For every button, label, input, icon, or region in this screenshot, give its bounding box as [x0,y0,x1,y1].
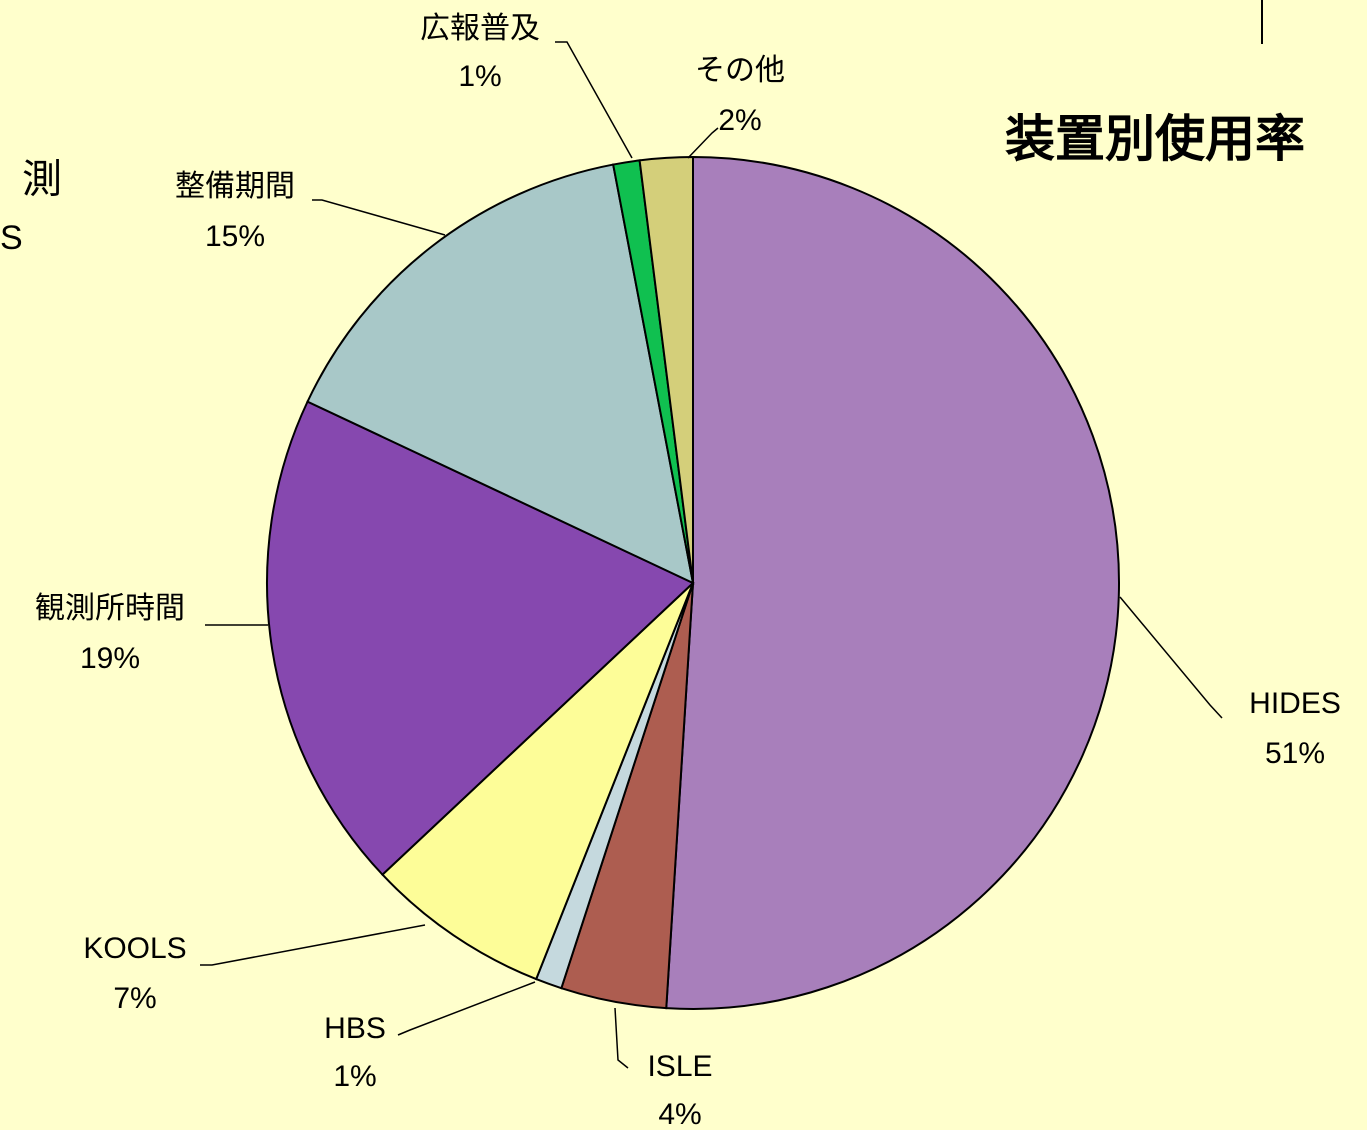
leader-line [397,981,536,1036]
slice-value-label: 1% [333,1060,376,1093]
slice-value-label: 1% [458,60,501,93]
pie-slice [665,155,1120,1010]
leader-line [312,199,446,236]
slice-label: その他 [695,54,785,87]
slice-value-label: 51% [1265,737,1325,770]
leader-line [687,127,719,159]
slice-value-label: 4% [658,1098,701,1130]
slice-value-label: 19% [80,642,140,675]
slice-label: ISLE [647,1050,712,1083]
leader-line [614,1007,629,1069]
pie-slice [638,155,694,584]
pie-slice [306,163,695,585]
slice-label: HBS [324,1012,386,1045]
slice-label: KOOLS [83,932,186,965]
fragment-text: S [0,219,23,257]
fragment-text: 測 [22,158,62,202]
chart-title: 装置別使用率 [1005,111,1305,167]
slice-value-label: 2% [718,104,761,137]
leader-line [200,924,426,966]
leader-line [555,41,633,159]
slice-label: 整備期間 [175,170,295,203]
leader-line [1119,596,1223,719]
pie-slice [266,400,695,877]
slice-label: HIDES [1249,687,1341,720]
slice-label: 広報普及 [420,12,540,45]
slice-value-label: 15% [205,220,265,253]
pie-slice [381,582,694,981]
slice-label: 観測所時間 [35,592,185,625]
slice-value-label: 7% [113,982,156,1015]
